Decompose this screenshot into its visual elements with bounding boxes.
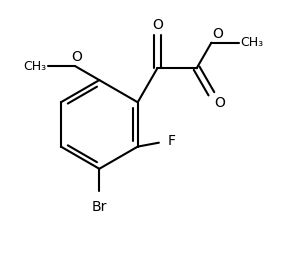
Text: O: O: [213, 27, 224, 41]
Text: F: F: [168, 134, 176, 148]
Text: CH₃: CH₃: [240, 36, 263, 49]
Text: CH₃: CH₃: [24, 60, 47, 73]
Text: O: O: [214, 96, 225, 110]
Text: Br: Br: [92, 200, 107, 214]
Text: O: O: [71, 50, 82, 64]
Text: O: O: [152, 18, 163, 32]
